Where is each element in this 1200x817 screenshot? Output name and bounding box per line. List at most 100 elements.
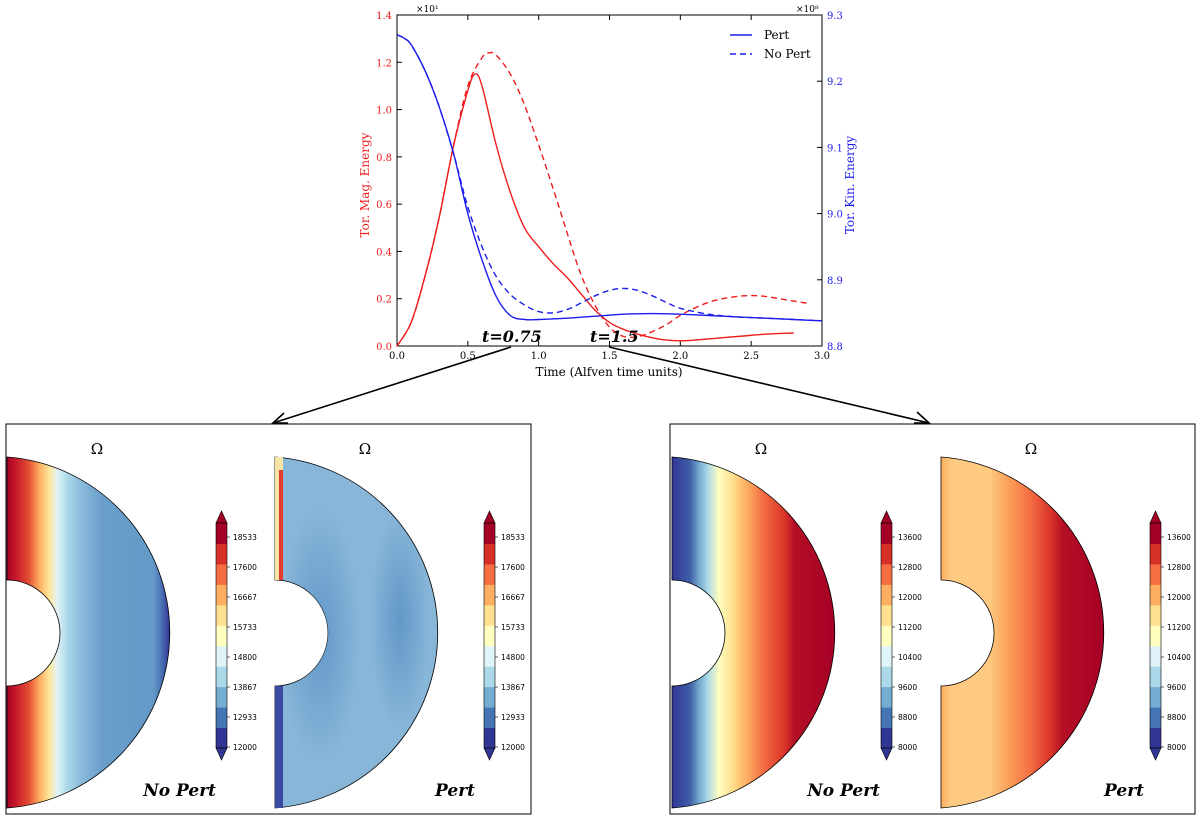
- colorbar-band: [1150, 584, 1161, 606]
- colorbar: 13600 12800 12000 11200 10400 9600 8800 8000: [880, 510, 922, 761]
- colorbar-band: [881, 543, 892, 565]
- colorbar-tick-label: 12000: [233, 743, 257, 752]
- x-axis: 0.0 0.5 1.0 1.5 2.0 2.5 3.0: [389, 15, 830, 362]
- x-tick-label: 0.5: [460, 351, 476, 362]
- colorbar-band: [881, 584, 892, 606]
- colorbar-tick-label: 16667: [501, 593, 525, 602]
- right-y-axis: 8.8 8.9 9.0 9.1 9.2 9.3: [817, 11, 843, 353]
- colorbar-tick-label: 13600: [1167, 533, 1191, 542]
- edge-band-cold: [275, 686, 283, 808]
- left-axis-exponent: ×10¹: [416, 5, 439, 15]
- colorbar-tick-label: 12800: [1167, 563, 1191, 572]
- colorbar-tick-label: 12933: [233, 713, 257, 722]
- colorbar-band: [216, 543, 227, 565]
- colorbar-tick-label: 9600: [1167, 683, 1186, 692]
- left-y-tick-label: 1.0: [376, 106, 392, 117]
- colorbar-band: [484, 604, 495, 626]
- colorbar-band: [216, 666, 227, 688]
- colorbar-band: [484, 686, 495, 708]
- colorbar-band: [881, 707, 892, 729]
- colorbar-tick-label: 12933: [501, 713, 525, 722]
- legend: Pert No Pert: [730, 28, 811, 61]
- colorbar-outline: [1149, 522, 1162, 749]
- colorbar-tick-label: 8000: [898, 743, 917, 752]
- colorbar-tick-label: 17600: [233, 563, 257, 572]
- colorbar-tick-label: 13867: [501, 683, 525, 692]
- colorbar-tick-label: 8000: [1167, 743, 1186, 752]
- colorbar-tick-label: 16667: [233, 593, 257, 602]
- annotation-t075: t=0.75: [482, 327, 542, 346]
- colorbar-band: [484, 625, 495, 647]
- right-y-tick-label: 9.0: [827, 210, 843, 221]
- colorbar-band: [484, 727, 495, 749]
- colorbar-band: [1150, 625, 1161, 647]
- arrow-right: [608, 346, 930, 424]
- right-y-axis-label: Tor. Kin. Energy: [843, 136, 857, 235]
- contour-field: [940, 456, 1105, 809]
- colorbar: 18533 17600 16667 15733 14800 13867 12933 12000: [215, 510, 257, 761]
- colorbar-band: [1150, 563, 1161, 585]
- series-layer: [396, 34, 823, 347]
- pert-label: Pert: [1103, 781, 1144, 801]
- colorbar-tick-label: 14800: [233, 653, 257, 662]
- left-y-tick-label: 0.2: [376, 295, 392, 306]
- x-tick-label: 2.0: [672, 351, 688, 362]
- x-tick-label: 1.5: [602, 351, 618, 362]
- omega-label: Ω: [1025, 440, 1037, 458]
- pert-label: Pert: [434, 781, 475, 801]
- arrow-left-head: [270, 412, 288, 424]
- colorbar-band: [484, 666, 495, 688]
- x-tick-label: 1.0: [531, 351, 547, 362]
- left-y-tick-label: 1.4: [376, 11, 392, 22]
- legend-no-pert: No Pert: [764, 47, 811, 61]
- colorbar-band: [216, 584, 227, 606]
- left-y-tick-label: 1.2: [376, 58, 392, 69]
- colorbar-band: [484, 563, 495, 585]
- omega-label: Ω: [91, 440, 103, 458]
- colorbar-band: [1150, 707, 1161, 729]
- colorbar-tick-label: 11200: [1167, 623, 1191, 632]
- colorbar-band: [1150, 543, 1161, 565]
- contour-field: [671, 456, 836, 809]
- colorbar-outline: [483, 522, 496, 749]
- series-dashed-magnetic: [396, 51, 808, 347]
- left-y-tick-label: 0.6: [376, 200, 392, 211]
- contour-t15-no-pert: Ω No Pert: [671, 440, 880, 809]
- arrow-left: [272, 346, 512, 424]
- colorbar-tick-label: 18533: [501, 533, 525, 542]
- colorbar: 18533 17600 16667 15733 14800 13867 12933 12000: [483, 510, 525, 761]
- colorbar-band: [484, 523, 495, 544]
- left-y-tick-label: 0.8: [376, 153, 392, 164]
- colorbar-band: [1150, 604, 1161, 626]
- right-y-tick-label: 8.9: [827, 276, 843, 287]
- right-y-tick-label: 8.8: [827, 342, 843, 353]
- colorbar-band: [1150, 666, 1161, 688]
- colorbars: 18533 17600 16667 15733 14800 13867 12933 12000…: [215, 510, 1191, 761]
- contour-t15-pert: Ω Pert: [940, 440, 1144, 809]
- colorbar-tick-label: 14800: [501, 653, 525, 662]
- colorbar-band: [881, 563, 892, 585]
- contour-field: [6, 456, 171, 809]
- colorbar-tick-label: 15733: [233, 623, 257, 632]
- colorbar-band: [484, 707, 495, 729]
- colorbar-band: [216, 563, 227, 585]
- contour-region: [370, 510, 430, 730]
- colorbar-band: [484, 645, 495, 667]
- omega-label: Ω: [755, 440, 767, 458]
- colorbar-tick-label: 10400: [1167, 653, 1191, 662]
- colorbar: 13600 12800 12000 11200 10400 9600 8800 8000: [1149, 510, 1191, 761]
- legend-pert: Pert: [764, 28, 789, 42]
- colorbar-tick-label: 10400: [898, 653, 922, 662]
- colorbar-band: [216, 625, 227, 647]
- right-y-tick-label: 9.2: [827, 77, 843, 88]
- colorbar-band: [484, 543, 495, 565]
- colorbar-band: [881, 604, 892, 626]
- omega-label: Ω: [359, 440, 371, 458]
- colorbar-band: [881, 523, 892, 544]
- top-line-chart: 0.0 0.5 1.0 1.5 2.0 2.5 3.0 0.0 0.2 0.4 0.6 0.8 1.0…: [358, 5, 857, 379]
- colorbar-band: [216, 686, 227, 708]
- left-y-axis-label: Tor. Mag. Energy: [358, 132, 372, 237]
- colorbar-tick-label: 12800: [898, 563, 922, 572]
- colorbar-tick-label: 12000: [898, 593, 922, 602]
